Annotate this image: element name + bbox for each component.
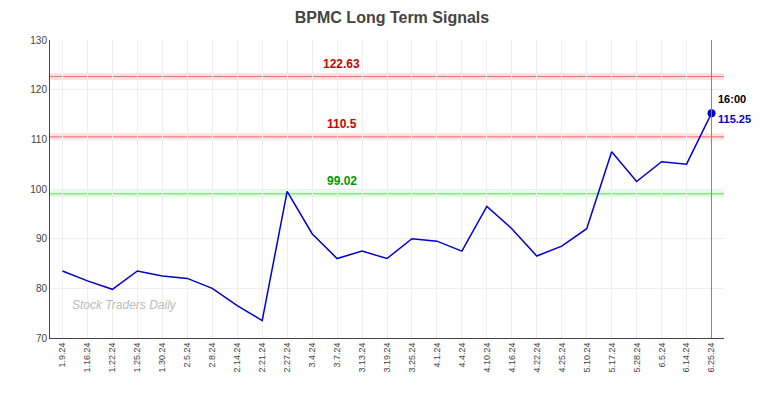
svg-text:16:00: 16:00 [718, 93, 746, 105]
svg-text:3.25.24: 3.25.24 [407, 343, 417, 373]
svg-text:80: 80 [36, 283, 48, 294]
svg-text:6.14.24: 6.14.24 [681, 343, 691, 373]
svg-text:1.22.24: 1.22.24 [107, 343, 117, 373]
svg-text:90: 90 [36, 233, 48, 244]
svg-text:3.4.24: 3.4.24 [307, 343, 317, 368]
svg-text:4.25.24: 4.25.24 [557, 343, 567, 373]
svg-text:6.25.24: 6.25.24 [706, 343, 716, 373]
svg-text:99.02: 99.02 [327, 174, 357, 188]
svg-text:2.27.24: 2.27.24 [282, 343, 292, 373]
svg-text:110: 110 [31, 134, 47, 145]
svg-text:BPMC Long Term Signals: BPMC Long Term Signals [295, 9, 489, 26]
svg-text:1.16.24: 1.16.24 [82, 343, 92, 373]
svg-text:2.8.24: 2.8.24 [207, 343, 217, 368]
svg-text:Stock Traders Daily: Stock Traders Daily [72, 298, 177, 312]
svg-text:2.14.24: 2.14.24 [232, 343, 242, 373]
svg-text:4.16.24: 4.16.24 [507, 343, 517, 373]
svg-text:2.21.24: 2.21.24 [257, 343, 267, 373]
svg-text:130: 130 [30, 35, 47, 46]
svg-text:1.9.24: 1.9.24 [57, 343, 67, 368]
svg-text:70: 70 [36, 333, 48, 344]
svg-text:2.5.24: 2.5.24 [182, 343, 192, 368]
svg-text:5.10.24: 5.10.24 [582, 343, 592, 373]
svg-text:110.5: 110.5 [327, 117, 357, 131]
svg-text:5.28.24: 5.28.24 [632, 343, 642, 373]
svg-text:4.1.24: 4.1.24 [432, 343, 442, 368]
svg-text:5.17.24: 5.17.24 [607, 343, 617, 373]
svg-text:6.5.24: 6.5.24 [657, 343, 667, 368]
svg-text:100: 100 [30, 184, 47, 195]
svg-text:120: 120 [30, 84, 47, 95]
svg-text:1.25.24: 1.25.24 [132, 343, 142, 373]
svg-text:3.7.24: 3.7.24 [332, 343, 342, 368]
svg-text:4.22.24: 4.22.24 [532, 343, 542, 373]
svg-text:1.30.24: 1.30.24 [157, 343, 167, 373]
svg-text:3.19.24: 3.19.24 [382, 343, 392, 373]
svg-text:3.13.24: 3.13.24 [357, 343, 367, 373]
svg-text:4.10.24: 4.10.24 [482, 343, 492, 373]
svg-text:122.63: 122.63 [323, 57, 360, 71]
svg-text:4.4.24: 4.4.24 [457, 343, 467, 368]
svg-text:115.25: 115.25 [718, 113, 751, 125]
